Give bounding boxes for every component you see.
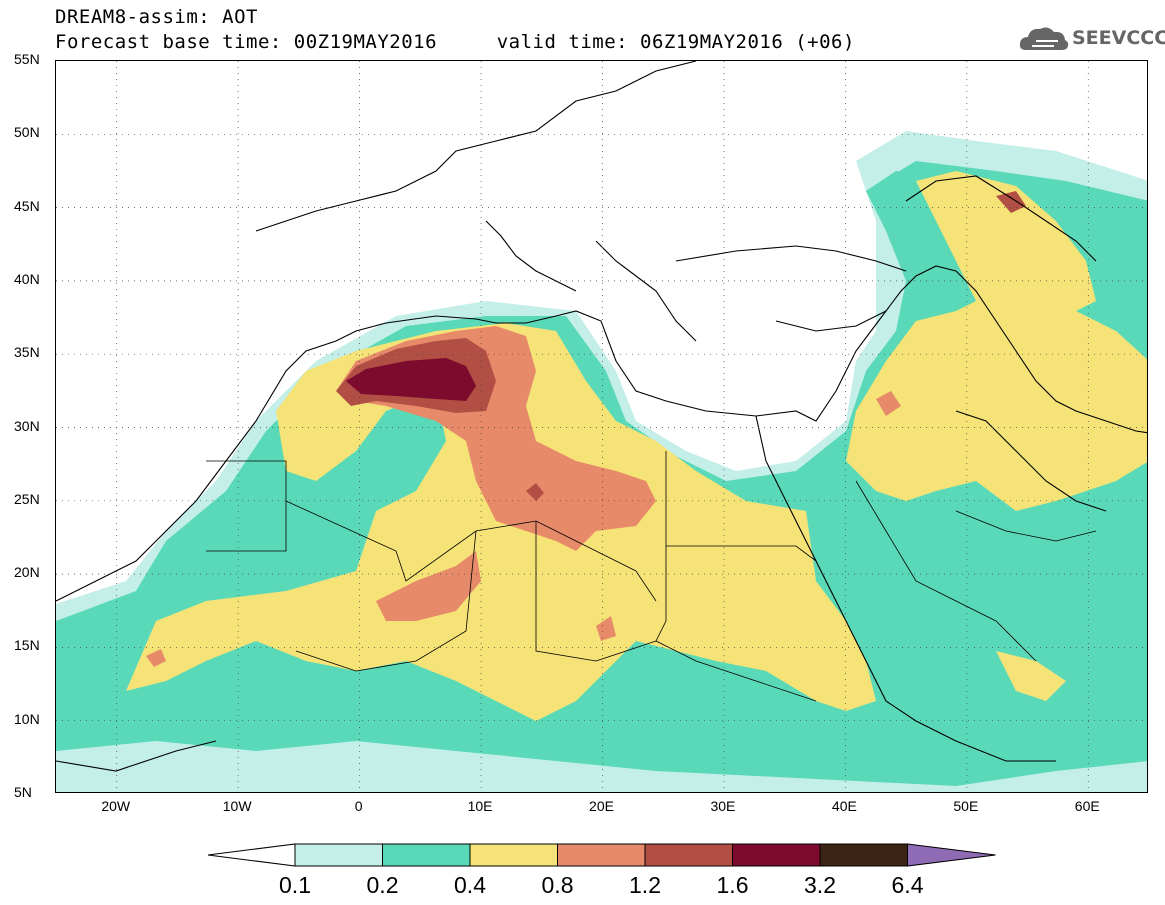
lon-label: 20E bbox=[589, 798, 614, 814]
colorbar-box bbox=[819, 843, 908, 867]
lat-label: 5N bbox=[14, 784, 32, 800]
lat-label: 55N bbox=[14, 51, 40, 67]
lon-label: 60E bbox=[1074, 798, 1100, 814]
cloud-icon bbox=[1019, 27, 1069, 50]
colorbar-label: 1.6 bbox=[716, 872, 749, 898]
colorbar-box bbox=[382, 843, 471, 867]
colorbar-box bbox=[469, 843, 558, 867]
lat-label: 15N bbox=[14, 637, 40, 654]
lat-label: 35N bbox=[14, 344, 40, 361]
aot-map bbox=[55, 60, 1148, 793]
lon-label: 30E bbox=[710, 798, 736, 814]
graticule bbox=[56, 61, 1147, 792]
colorbar-label: 0.2 bbox=[366, 872, 399, 898]
colorbar-underflow-triangle bbox=[207, 843, 296, 867]
colorbar-label: 0.8 bbox=[541, 872, 574, 898]
coastlines bbox=[56, 61, 1147, 772]
lon-label: 20W bbox=[101, 798, 131, 814]
lon-label: 10E bbox=[467, 798, 493, 814]
lat-label: 40N bbox=[14, 270, 40, 287]
colorbar-box bbox=[732, 843, 821, 867]
colorbar-label: 0.1 bbox=[279, 872, 311, 898]
colorbar-label: 3.2 bbox=[804, 872, 836, 898]
colorbar-box bbox=[644, 843, 733, 867]
colorbar-box bbox=[294, 843, 383, 867]
map-subtitle-times: Forecast base time: 00Z19MAY2016 valid t… bbox=[55, 31, 855, 53]
lat-label: 50N bbox=[14, 124, 40, 141]
country-borders bbox=[206, 451, 1097, 702]
lon-label: 10W bbox=[222, 798, 252, 814]
colorbar-overflow-triangle bbox=[907, 843, 996, 867]
lat-label: 45N bbox=[14, 197, 40, 214]
colorbar-box bbox=[557, 843, 646, 867]
logo-text: SEEVCCC bbox=[1072, 27, 1165, 49]
lat-label: 30N bbox=[14, 417, 40, 434]
lat-label: 25N bbox=[14, 490, 40, 507]
lon-label: 50E bbox=[953, 798, 979, 814]
lon-label: 40E bbox=[831, 798, 857, 814]
aot-contour-1-6 bbox=[346, 358, 476, 401]
colorbar-label: 0.4 bbox=[454, 872, 486, 898]
lat-label: 20N bbox=[14, 564, 40, 581]
seevccc-logo: SEEVCCC bbox=[1018, 24, 1165, 56]
map-title: DREAM8-assim: AOT bbox=[55, 6, 258, 28]
colorbar-label: 1.2 bbox=[629, 872, 661, 898]
lat-label: 10N bbox=[14, 710, 40, 727]
lon-label: 0 bbox=[354, 798, 363, 814]
colorbar-label: 6.4 bbox=[891, 872, 924, 898]
